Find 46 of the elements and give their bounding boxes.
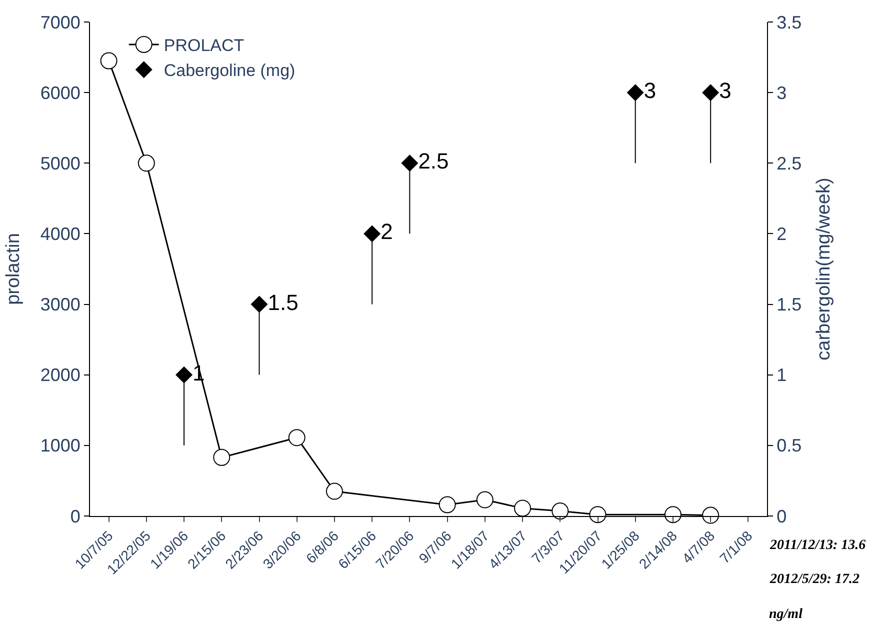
y-tick-label: 3000 xyxy=(40,294,80,315)
point xyxy=(326,482,343,500)
point xyxy=(401,154,418,172)
data-label: 2.5 xyxy=(418,148,449,174)
text: 2011/12/13: 13.6 xyxy=(769,538,866,553)
y-axis-title: prolactin xyxy=(3,233,24,305)
legend-label: PROLACT xyxy=(164,36,244,56)
point xyxy=(476,491,494,508)
y2-axis-title: carbergolin(mg/week) xyxy=(813,178,834,360)
y-tick-label: 0 xyxy=(70,506,80,526)
point xyxy=(250,296,268,313)
y2-tick-label: 1 xyxy=(776,365,787,386)
y-tick-label: 1000 xyxy=(40,436,80,456)
point xyxy=(176,366,192,384)
point xyxy=(552,502,569,520)
text: ng/ml xyxy=(769,607,803,622)
point xyxy=(100,52,118,70)
point xyxy=(138,154,155,172)
point xyxy=(589,506,606,524)
y-tick-label: 5000 xyxy=(40,153,80,174)
y-tick-label: 4000 xyxy=(40,224,80,244)
y2-tick-label: 1.5 xyxy=(776,294,802,315)
y-tick-label: 6000 xyxy=(40,82,80,103)
y2-tick-label: 0 xyxy=(776,506,787,526)
y2-tick-label: 3.5 xyxy=(776,12,802,32)
data-label: 3 xyxy=(719,78,732,104)
data-label: 2 xyxy=(380,219,393,244)
y-tick-label: 2000 xyxy=(40,365,80,386)
text: 2012/5/29: 17.2 xyxy=(769,572,860,587)
y-tick-label: 7000 xyxy=(40,12,80,32)
point xyxy=(438,496,456,514)
point xyxy=(364,225,380,242)
point xyxy=(664,506,682,524)
data-label: 3 xyxy=(644,78,656,104)
point xyxy=(702,506,720,524)
y2-tick-label: 3 xyxy=(776,82,787,103)
y2-tick-label: 0.5 xyxy=(776,436,802,456)
point xyxy=(514,500,532,517)
legend-label: Cabergoline (mg) xyxy=(164,61,296,80)
point xyxy=(702,84,719,101)
point xyxy=(288,429,306,446)
y2-tick-label: 2.5 xyxy=(776,153,802,174)
data-label: 1.5 xyxy=(268,290,298,315)
y2-tick-label: 2 xyxy=(776,224,787,244)
point xyxy=(213,448,230,466)
point xyxy=(627,84,644,101)
